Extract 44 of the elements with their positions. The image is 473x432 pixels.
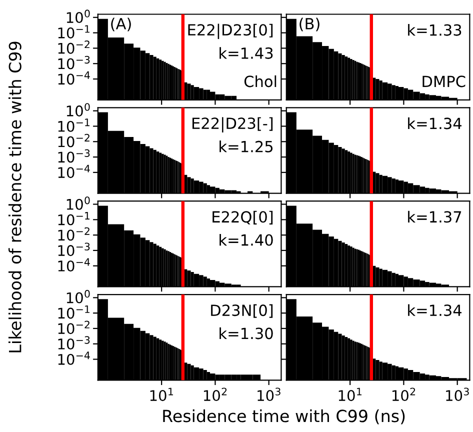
y-tick-label: 10$^{−3}$ — [58, 149, 90, 163]
text: DMPC — [422, 76, 466, 88]
y-tick-label: 10$^{−2}$ — [58, 320, 90, 334]
y-tick-label: 10$^{−2}$ — [58, 40, 90, 54]
chart-title: (B) — [300, 18, 320, 32]
annotation: D23N[0] — [211, 304, 273, 318]
annotation: k=1.25 — [220, 140, 273, 152]
x-axis-title: Residence time with C99 (ns) — [163, 409, 405, 424]
text: Chol — [244, 75, 276, 88]
y-tick-label: 10$^{−3}$ — [58, 242, 90, 256]
annotation: k=1.43 — [220, 47, 273, 59]
x-tick-label: 10$^{2}$ — [204, 388, 227, 402]
y-tick-label: 10$^{0}$ — [66, 196, 90, 210]
y-axis-title: Likelihood of residence time with C99 — [8, 42, 22, 352]
y-tick-label: 10$^{0}$ — [66, 103, 90, 116]
y-tick-label: 10$^{0}$ — [66, 10, 90, 24]
annotation: E22|D23[0] — [188, 24, 273, 40]
y-tick-label: 10$^{−1}$ — [58, 25, 90, 38]
annotation: k=1.30 — [220, 327, 273, 340]
x-tick-label: 10$^{3}$ — [258, 388, 280, 402]
annotation: E22|D23[-] — [192, 117, 273, 132]
annotation: k=1.40 — [220, 234, 273, 246]
y-tick-label: 10$^{−2}$ — [58, 227, 90, 241]
annotation: k=1.34 — [408, 117, 462, 130]
annotation: E22Q[0] — [212, 210, 273, 224]
y-tick-label: 10$^{−1}$ — [58, 118, 90, 132]
y-tick-label: 10$^{−4}$ — [58, 258, 90, 272]
x-tick-label: 10$^{3}$ — [446, 388, 469, 402]
y-tick-label: 10$^{−3}$ — [58, 56, 90, 70]
y-tick-label: 10$^{−1}$ — [58, 212, 90, 226]
x-tick-label: 10$^{1}$ — [338, 388, 362, 402]
y-tick-label: 10$^{−3}$ — [58, 336, 90, 350]
y-tick-label: 10$^{−2}$ — [58, 134, 90, 148]
y-tick-label: 10$^{0}$ — [66, 290, 90, 304]
y-tick-label: 10$^{−4}$ — [58, 164, 90, 178]
annotation: k=1.34 — [408, 304, 462, 316]
annotation: k=1.37 — [408, 210, 462, 223]
y-tick-label: 10$^{−1}$ — [58, 305, 90, 319]
x-tick-label: 10$^{2}$ — [392, 388, 416, 402]
x-tick-label: 10$^{1}$ — [150, 388, 173, 402]
annotation: k=1.33 — [408, 24, 462, 36]
y-tick-label: 10$^{−4}$ — [58, 71, 90, 85]
y-tick-label: 10$^{−4}$ — [58, 352, 90, 365]
chart-title: (A) — [111, 18, 131, 32]
